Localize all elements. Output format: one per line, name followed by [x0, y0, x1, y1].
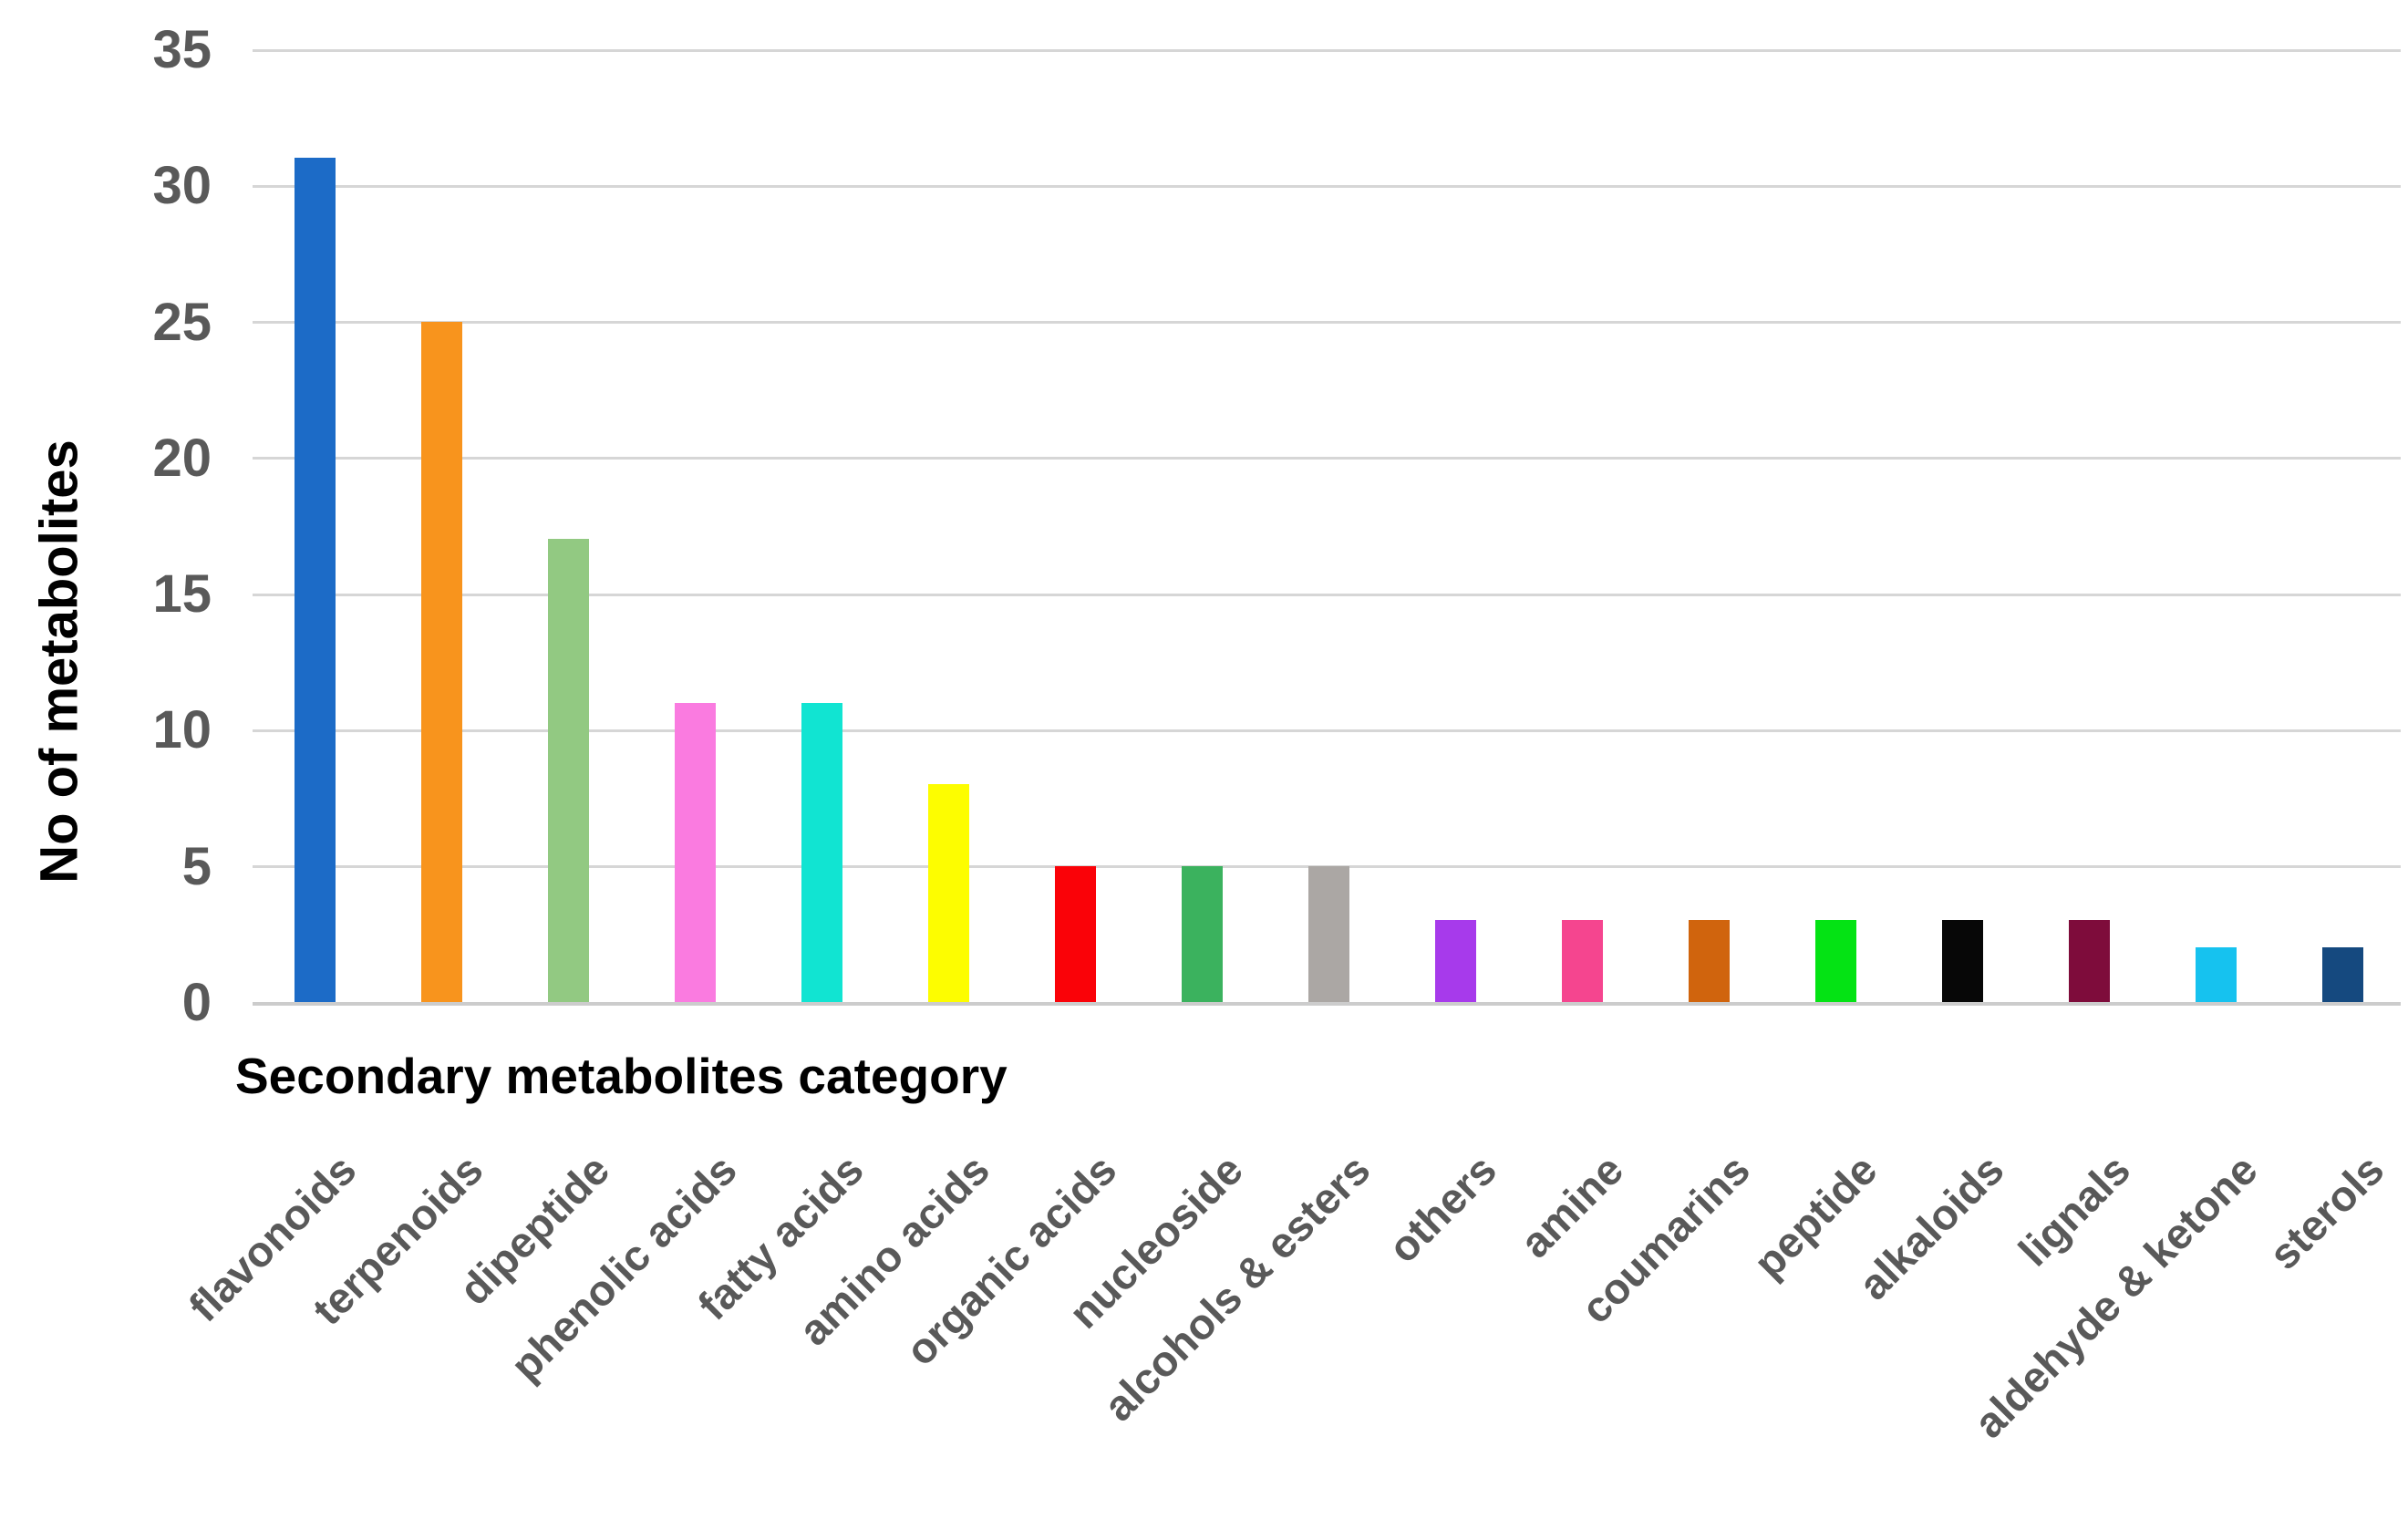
category-label: others [1379, 1144, 1506, 1272]
x-axis-title: Secondary metabolites category [235, 1048, 1008, 1104]
bar-lignals [2068, 920, 2110, 1002]
bar-aldehyde-ketone [2195, 947, 2237, 1002]
y-tick-label: 30 [152, 156, 212, 216]
y-axis-title: No of metabolites [29, 439, 89, 884]
bar-nucleoside [1181, 865, 1223, 1002]
category-label: amine [1510, 1144, 1633, 1267]
bar-coumarins [1688, 920, 1730, 1002]
x-axis-line [253, 1002, 2401, 1006]
bar-amine [1561, 920, 1603, 1002]
gridline [253, 457, 2401, 460]
y-tick-label: 20 [152, 428, 212, 488]
y-tick-label: 15 [152, 564, 212, 625]
category-label: phenolic acids [501, 1144, 746, 1390]
gridline [253, 48, 2401, 52]
bar-sterols [2321, 947, 2363, 1002]
bar-dipeptide [547, 539, 589, 1002]
gridline [253, 321, 2401, 325]
bar-others [1434, 920, 1476, 1002]
y-tick-label: 35 [152, 20, 212, 79]
bar-organic-acids [1054, 865, 1096, 1002]
gridline [253, 728, 2401, 732]
bar-fatty-acids [801, 702, 842, 1002]
gridline [253, 184, 2401, 188]
bar-peptide [1814, 920, 1856, 1002]
y-tick-label: 5 [181, 836, 212, 896]
bar-phenolic-acids [674, 702, 716, 1002]
y-tick-label: 10 [152, 700, 212, 760]
bar-amino-acids [927, 784, 969, 1002]
bar-alcohols-esters [1307, 865, 1349, 1002]
bar-terpenoids [420, 321, 462, 1002]
category-label: sterols [2258, 1144, 2393, 1279]
y-tick-label: 0 [181, 973, 212, 1032]
bar-alkaloids [1941, 920, 1983, 1002]
gridline [253, 593, 2401, 596]
y-tick-label: 25 [152, 292, 212, 352]
category-label: lignals [2009, 1144, 2140, 1276]
bar-flavonoids [294, 158, 336, 1002]
